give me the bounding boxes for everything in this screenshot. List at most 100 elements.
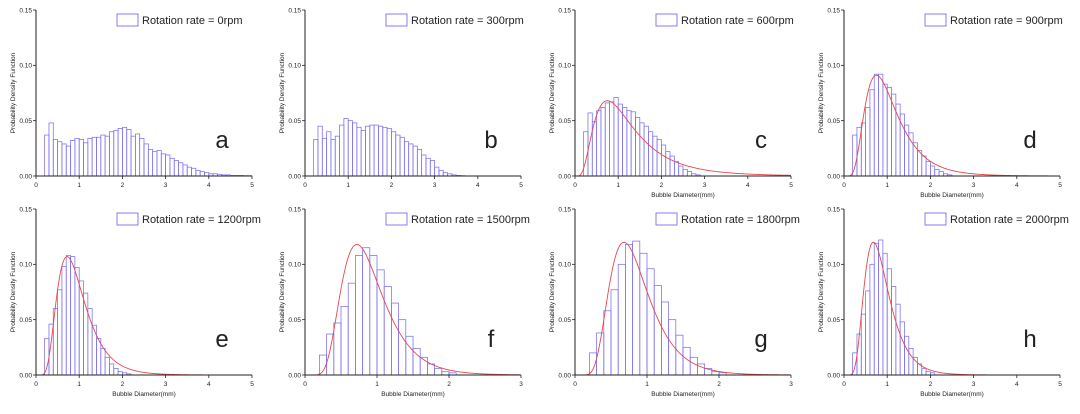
histogram-bar bbox=[391, 131, 397, 177]
histogram-bar bbox=[147, 149, 154, 177]
histogram-bar bbox=[921, 367, 927, 376]
x-tick-label: 1 bbox=[375, 381, 379, 388]
fit-curve bbox=[579, 100, 792, 176]
histogram-bar bbox=[96, 136, 102, 177]
x-tick-label: 4 bbox=[207, 182, 211, 189]
histogram-bar bbox=[369, 124, 375, 177]
histogram-bar bbox=[61, 143, 67, 177]
histogram-bar bbox=[57, 141, 63, 177]
histogram-bar bbox=[78, 280, 84, 376]
histogram-bar bbox=[656, 139, 662, 177]
histogram-bar bbox=[195, 170, 201, 177]
histogram-bar bbox=[895, 303, 901, 376]
y-axis-label: Probability Density Function bbox=[10, 52, 17, 133]
histogram-bar bbox=[347, 282, 356, 376]
histogram-bar bbox=[48, 122, 54, 177]
histogram-bar bbox=[678, 165, 684, 177]
histogram-bar bbox=[873, 73, 879, 177]
y-tick-label: 0.15 bbox=[827, 7, 840, 14]
fit-curve bbox=[582, 241, 790, 376]
histogram-bar bbox=[689, 356, 698, 376]
histogram-bar bbox=[352, 122, 358, 177]
histogram-bar bbox=[139, 137, 145, 177]
histogram-bar bbox=[613, 97, 619, 177]
panel-letter: d bbox=[1023, 127, 1036, 154]
legend-swatch bbox=[116, 212, 139, 226]
x-tick-label: 2 bbox=[929, 182, 933, 189]
x-tick-label: 2 bbox=[121, 381, 125, 388]
histogram-bar bbox=[333, 322, 342, 376]
histogram-bar bbox=[313, 139, 319, 177]
y-tick-label: 0.15 bbox=[558, 7, 571, 14]
y-tick-label: 0.00 bbox=[558, 372, 571, 379]
histogram-bar bbox=[917, 150, 923, 177]
histogram-bar bbox=[852, 134, 858, 177]
chart-panel-h: 0 1 2 3 4 5 0.00 0.05 0.10 0.15 Probability Densit… bbox=[818, 206, 1069, 398]
x-tick-label: 1 bbox=[885, 381, 889, 388]
x-tick-label: 0 bbox=[842, 182, 846, 189]
histogram-bar bbox=[317, 125, 323, 177]
x-tick-label: 0 bbox=[303, 182, 307, 189]
y-tick-label: 0.15 bbox=[19, 206, 32, 213]
y-tick-label: 0.15 bbox=[827, 206, 840, 213]
histogram-bar bbox=[74, 267, 80, 376]
histogram-bar bbox=[199, 171, 205, 177]
x-tick-label: 5 bbox=[250, 381, 254, 388]
histogram-bar bbox=[44, 134, 50, 177]
histogram-bar bbox=[391, 302, 399, 376]
histogram-bar bbox=[865, 107, 871, 177]
y-tick-label: 0.00 bbox=[558, 173, 571, 180]
histogram-bar bbox=[191, 167, 197, 177]
y-tick-label: 0.15 bbox=[558, 206, 571, 213]
legend-label: Rotation rate = 1800rpm bbox=[681, 214, 800, 226]
x-axis-label: Bubble Diameter(mm) bbox=[920, 192, 984, 199]
histogram-bar bbox=[610, 289, 619, 376]
histogram-bar bbox=[899, 321, 905, 376]
y-tick-label: 0.00 bbox=[827, 372, 840, 379]
histogram-bar bbox=[61, 266, 67, 376]
histogram-bar bbox=[143, 143, 149, 177]
histogram-bar bbox=[182, 164, 188, 177]
y-tick-label: 0.05 bbox=[827, 317, 840, 324]
histogram-bar bbox=[648, 131, 654, 177]
x-tick-label: 5 bbox=[1058, 182, 1062, 189]
histogram-bar bbox=[339, 124, 345, 177]
chart-panel-f: 0 1 2 3 0.00 0.05 0.10 0.15 Probability Density … bbox=[279, 206, 530, 398]
histogram-bar bbox=[904, 124, 910, 177]
histogram-bar bbox=[609, 101, 615, 177]
x-tick-label: 5 bbox=[1058, 381, 1062, 388]
histogram-bar bbox=[83, 142, 89, 177]
histogram-bar bbox=[126, 129, 132, 177]
histogram-bar bbox=[340, 306, 349, 376]
x-tick-label: 5 bbox=[250, 182, 254, 189]
panel-letter: c bbox=[755, 127, 767, 154]
histogram-bar bbox=[343, 118, 349, 177]
legend-swatch bbox=[116, 13, 139, 27]
histogram-bar bbox=[398, 319, 407, 376]
histogram-bar bbox=[646, 268, 655, 376]
histogram-bar bbox=[587, 112, 593, 177]
histogram-bar bbox=[600, 107, 606, 177]
x-tick-label: 5 bbox=[519, 182, 523, 189]
legend-label: Rotation rate = 0rpm bbox=[142, 15, 243, 27]
histogram-bar bbox=[643, 125, 649, 177]
histogram-bar bbox=[321, 137, 327, 177]
y-tick-label: 0.10 bbox=[558, 63, 571, 70]
y-tick-label: 0.00 bbox=[827, 173, 840, 180]
x-tick-label: 1 bbox=[346, 182, 350, 189]
histogram-bar bbox=[869, 263, 875, 376]
histogram-bar bbox=[403, 141, 410, 177]
legend-swatch bbox=[385, 212, 408, 226]
y-tick-label: 0.10 bbox=[827, 262, 840, 269]
x-tick-label: 3 bbox=[519, 381, 523, 388]
histogram-bar bbox=[860, 122, 866, 177]
y-tick-label: 0.05 bbox=[558, 118, 571, 125]
y-tick-label: 0.00 bbox=[288, 372, 301, 379]
histogram-bar bbox=[113, 130, 119, 177]
x-tick-label: 1 bbox=[77, 182, 81, 189]
histogram-bar bbox=[405, 335, 414, 376]
panel-letter: a bbox=[215, 127, 229, 154]
x-tick-label: 0 bbox=[842, 381, 846, 388]
y-tick-label: 0.05 bbox=[19, 317, 32, 324]
histogram-bar bbox=[65, 255, 71, 376]
